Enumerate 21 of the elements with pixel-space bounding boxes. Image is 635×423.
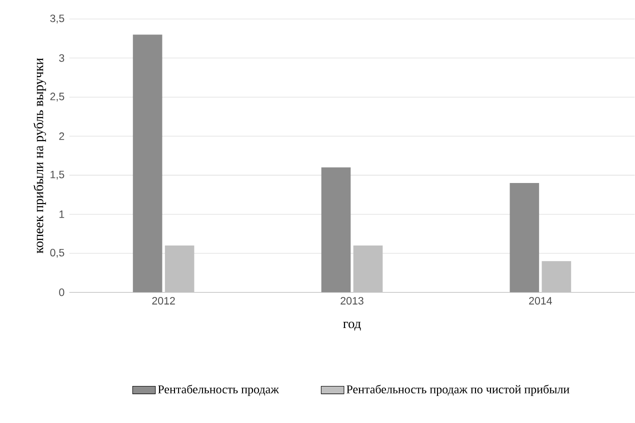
y-tick-label: 1	[60, 210, 64, 218]
bar	[132, 34, 162, 292]
y-tick-label: 3,5	[50, 14, 64, 24]
y-tick-label: 0,5	[50, 248, 64, 258]
legend-label: Рентабельность продаж по чистой прибыли	[346, 384, 570, 396]
y-tick-label: 1,5	[50, 170, 64, 180]
bar	[510, 182, 540, 292]
x-tick-label: 2013	[340, 297, 364, 305]
y-tick-label: 3	[59, 54, 64, 62]
bar	[542, 261, 572, 292]
bar	[321, 167, 351, 292]
y-axis-title: копеек прибыли на рубль выручки	[34, 58, 46, 254]
legend-label: Рентабельность продаж	[158, 384, 279, 396]
y-tick-label: 0	[59, 288, 64, 296]
x-tick-label: 2012	[152, 297, 175, 305]
y-tick-label: 2,5	[50, 92, 64, 102]
y-tick-label: 2	[59, 132, 64, 140]
bar	[353, 245, 383, 292]
bar	[164, 245, 194, 292]
x-axis-title: год	[343, 322, 361, 331]
x-tick-label: 2014	[529, 297, 552, 305]
